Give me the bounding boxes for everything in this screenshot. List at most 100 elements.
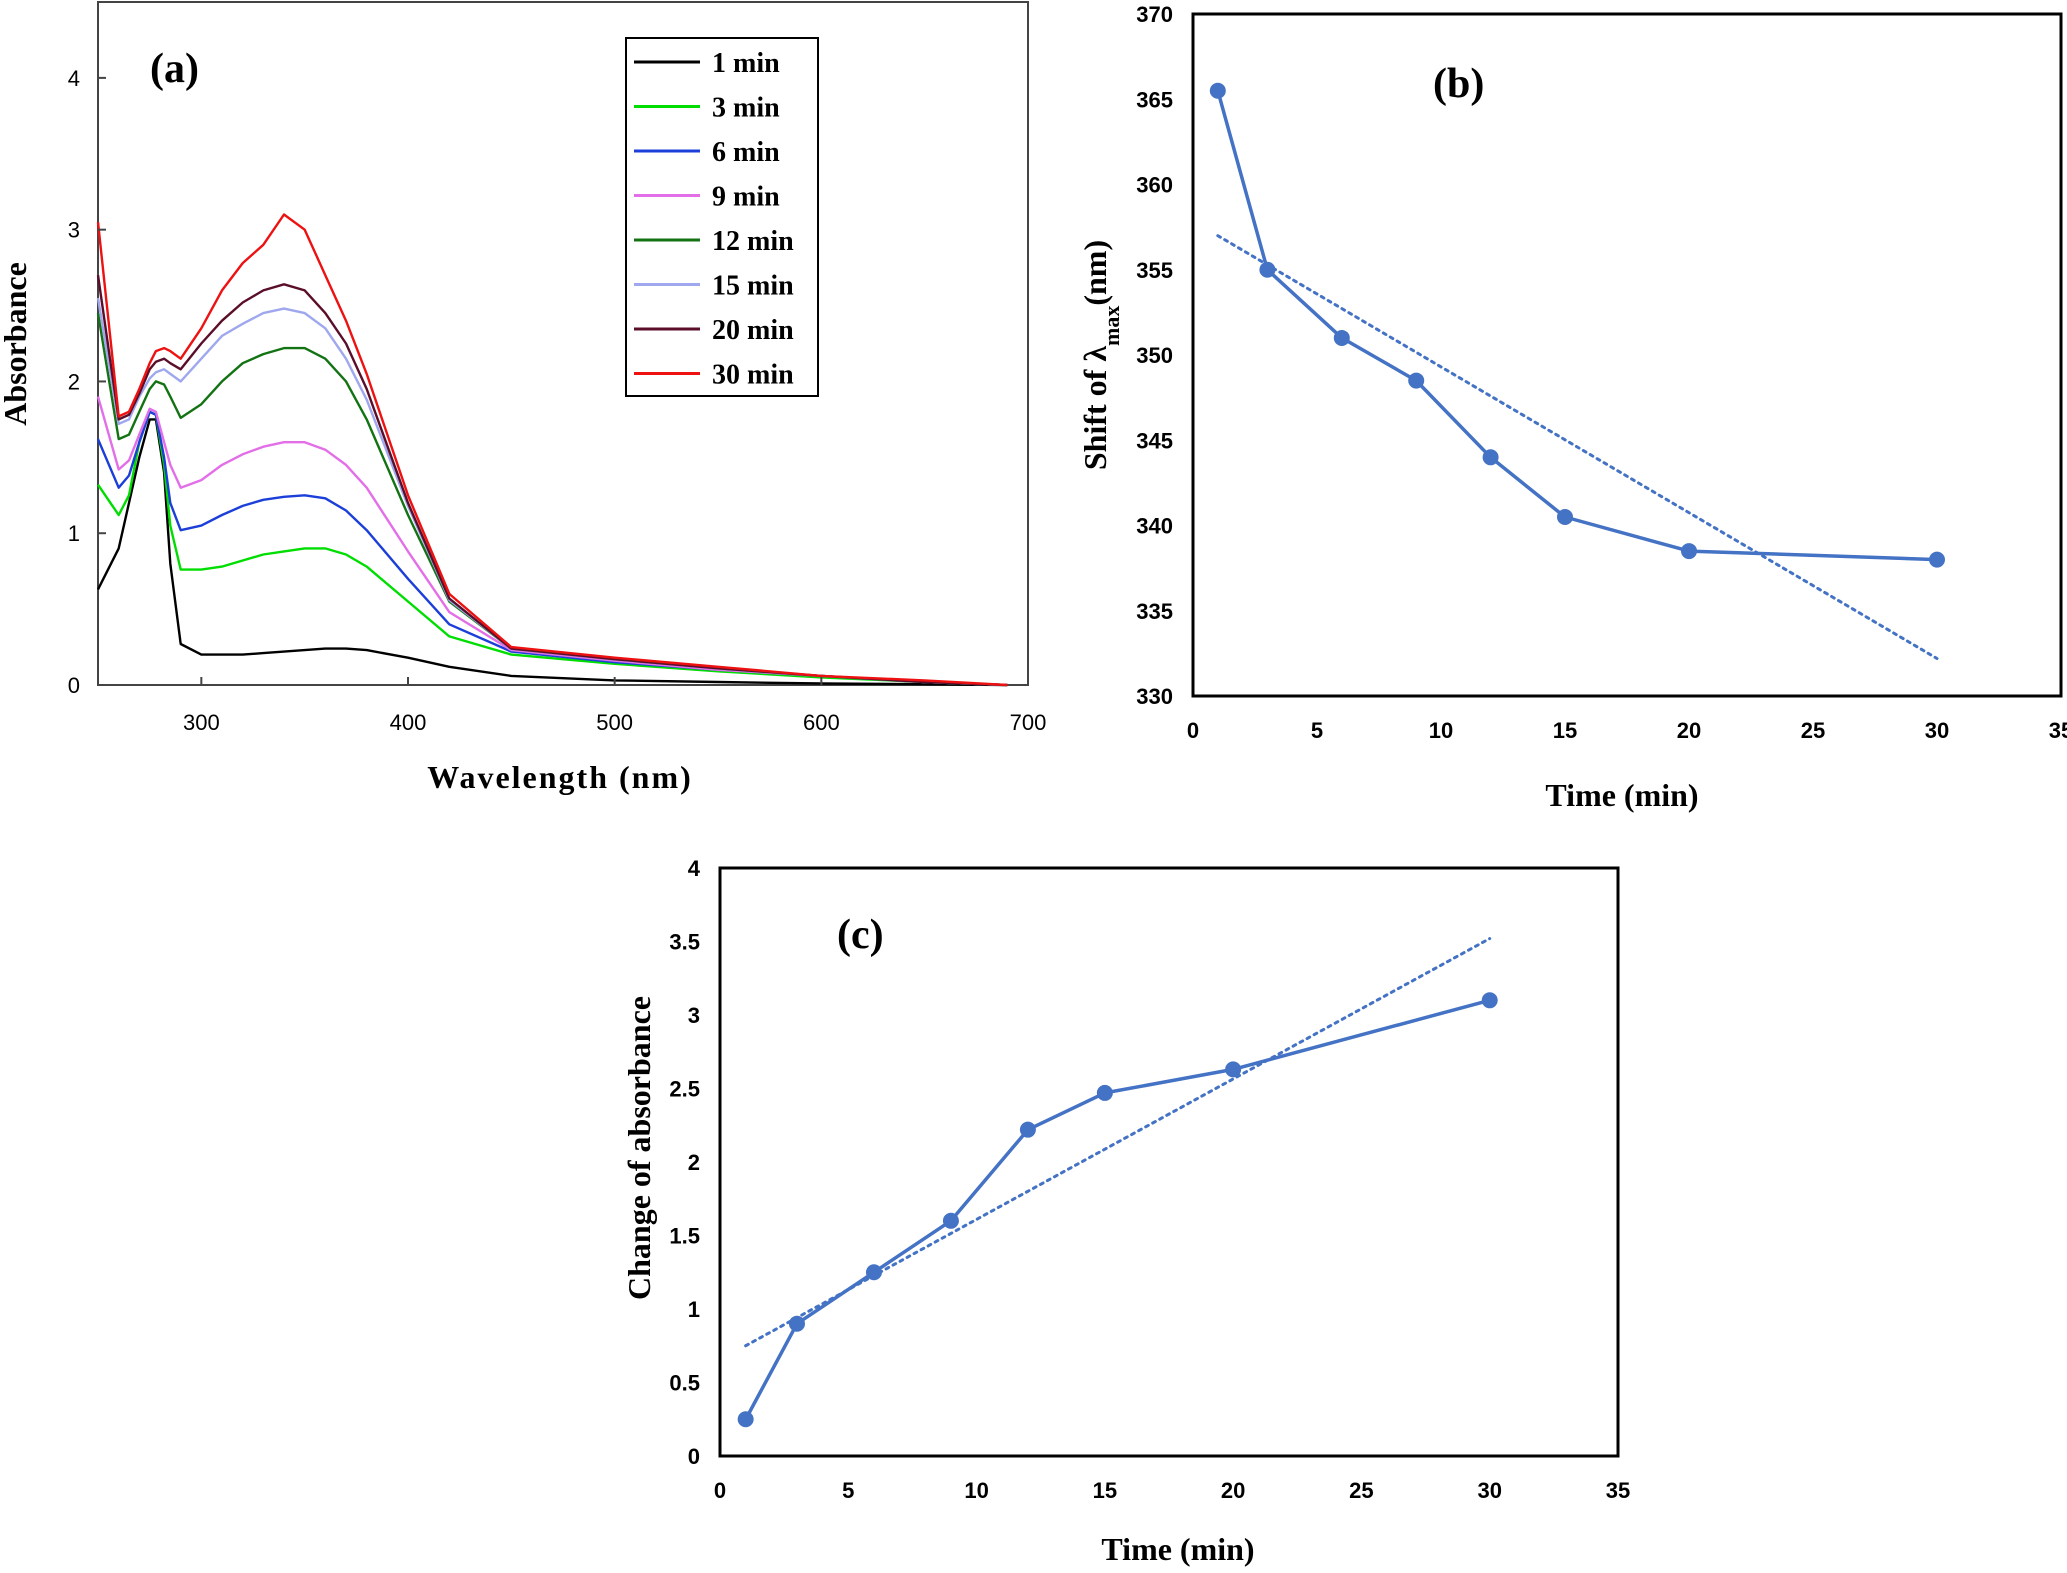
chart-b-y-tick-label: 335 <box>1136 599 1173 624</box>
chart-a-legend-label: 1 min <box>712 48 780 79</box>
chart-b-x-tick-label: 10 <box>1429 718 1453 743</box>
chart-a-x-tick-label: 700 <box>1010 710 1047 735</box>
chart-b-data-point <box>1209 82 1226 99</box>
chart-a-y-tick-label: 2 <box>68 369 80 394</box>
chart-a-legend-box <box>625 37 819 397</box>
chart-c-y-tick-label: 2.5 <box>669 1077 700 1102</box>
chart-c-data-point <box>942 1212 959 1229</box>
chart-c-y-tick-label: 2 <box>688 1150 700 1175</box>
chart-b-x-tick-label: 5 <box>1311 718 1323 743</box>
chart-b-y-axis-label: Shift of λmax(nm) <box>1077 240 1124 470</box>
chart-c-y-tick-label: 1 <box>688 1297 700 1322</box>
chart-a-series-line-3 <box>96 396 1008 687</box>
chart-c-data-point <box>1019 1121 1036 1138</box>
chart-b-x-tick-label: 0 <box>1187 718 1199 743</box>
chart-a-legend-label: 9 min <box>712 182 780 213</box>
chart-b-data-point <box>1929 551 1945 568</box>
chart-c-x-tick-label: 25 <box>1349 1478 1373 1503</box>
chart-b-y-tick-label: 370 <box>1136 2 1173 27</box>
chart-a-series-line-0 <box>96 418 1008 687</box>
chart-b-y-axis-label-unit: (nm) <box>1077 240 1113 306</box>
chart-a-legend-label: 6 min <box>712 137 780 168</box>
chart-c-y-tick-label: 1.5 <box>669 1224 700 1249</box>
chart-a-series-line-1 <box>97 410 1008 687</box>
chart-a-series-line-6 <box>96 275 1008 687</box>
chart-a-panel-label: (a) <box>150 46 199 92</box>
chart-a-series-line-7 <box>96 213 1008 687</box>
chart-a-x-tick-label: 400 <box>390 710 427 735</box>
chart-a-legend-label: 3 min <box>712 93 780 124</box>
chart-b-data-point <box>1333 329 1350 346</box>
chart-c-y-tick-label: 4 <box>688 856 701 881</box>
chart-c-y-tick-label: 3 <box>688 1003 700 1028</box>
chart-c-data-point <box>788 1315 805 1332</box>
chart-a-plot-frame <box>97 1 1029 686</box>
chart-c-x-tick-label: 0 <box>714 1478 726 1503</box>
chart-c-x-tick-label: 30 <box>1477 1478 1501 1503</box>
chart-c-data-point <box>1481 992 1498 1009</box>
chart-c-x-tick-label: 10 <box>964 1478 988 1503</box>
chart-b-data-point <box>1681 543 1697 560</box>
chart-a-y-axis-label: Absorbance <box>0 262 33 426</box>
chart-b-data-point <box>1557 508 1573 525</box>
chart-c-data-point <box>1225 1061 1242 1078</box>
chart-b-plot-frame <box>1191 12 2063 698</box>
chart-a-y-tick-label: 3 <box>68 218 80 243</box>
chart-c-y-axis-label: Change of absorbance <box>621 996 657 1300</box>
chart-b-y-tick-label: 355 <box>1136 258 1173 283</box>
chart-b-series-line <box>1216 90 1938 562</box>
chart-b-x-tick-label: 15 <box>1553 718 1577 743</box>
chart-c-data-point <box>865 1264 882 1281</box>
chart-a-y-tick-label: 1 <box>68 521 80 546</box>
chart-c-y-tick-label: 0.5 <box>669 1371 700 1396</box>
chart-a: 300 400 500 600 700 0 1 2 3 4 (a) Wavelength (nm… <box>0 1 1047 795</box>
chart-b: 0 5 10 15 20 25 30 35 330 335 340 345 350 355 360 365 3… <box>1077 2 2067 813</box>
chart-c-plot-frame <box>718 866 1620 1458</box>
chart-b-data-point <box>1408 372 1425 389</box>
chart-a-legend-label: 15 min <box>712 271 794 302</box>
chart-b-data-point <box>1482 449 1499 466</box>
chart-b-x-tick-label: 25 <box>1801 718 1825 743</box>
chart-c-data-point <box>1096 1084 1113 1101</box>
chart-a-x-tick-label: 300 <box>183 710 220 735</box>
chart-b-y-tick-label: 330 <box>1136 684 1173 709</box>
chart-a-y-tick-label: 0 <box>68 673 80 698</box>
chart-b-y-tick-label: 340 <box>1136 514 1173 539</box>
chart-b-x-tick-label: 20 <box>1677 718 1701 743</box>
chart-a-legend-label: 30 min <box>712 360 794 391</box>
chart-b-y-axis-label-subscript: max <box>1099 306 1124 346</box>
chart-a-series-line-4 <box>96 312 1008 687</box>
chart-c-data-point <box>737 1411 754 1428</box>
chart-a-legend-label: 12 min <box>712 226 794 257</box>
chart-c-x-tick-label: 20 <box>1221 1478 1245 1503</box>
chart-b-y-tick-label: 350 <box>1136 343 1173 368</box>
chart-c-panel-label: (c) <box>837 912 884 958</box>
chart-b-x-tick-label: 30 <box>1925 718 1949 743</box>
chart-c-x-tick-label: 15 <box>1093 1478 1117 1503</box>
chart-b-x-axis-label: Time (min) <box>1545 777 1698 813</box>
chart-a-x-tick-label: 600 <box>803 710 840 735</box>
chart-c-trendline <box>744 937 1492 1348</box>
chart-b-y-tick-label: 345 <box>1136 428 1173 453</box>
chart-c-x-tick-label: 5 <box>842 1478 854 1503</box>
chart-a-legend-label: 20 min <box>712 315 794 346</box>
chart-b-x-tick-label: 35 <box>2049 718 2067 743</box>
chart-a-y-tick-label: 4 <box>68 66 80 91</box>
chart-c-x-tick-label: 35 <box>1606 1478 1630 1503</box>
chart-b-trendline <box>1216 234 1939 660</box>
chart-a-x-tick-label: 500 <box>596 710 633 735</box>
chart-a-series-line-2 <box>96 410 1008 687</box>
chart-b-panel-label: (b) <box>1433 61 1484 107</box>
chart-a-series-line-5 <box>96 297 1008 687</box>
chart-c-y-tick-label: 0 <box>688 1444 700 1469</box>
chart-c: 0 5 10 15 20 25 30 35 0 0.5 1 1.5 2 2.5 3 3.5 4 (c) Tim… <box>621 856 1630 1567</box>
chart-c-y-tick-label: 3.5 <box>669 930 700 955</box>
chart-c-x-axis-label: Time (min) <box>1101 1531 1254 1567</box>
chart-a-x-axis-label: Wavelength (nm) <box>427 759 693 795</box>
chart-c-series-line <box>744 998 1491 1421</box>
chart-a-legend: 1 min 3 min 6 min 9 min 12 min 15 min 20 min 30… <box>625 37 819 397</box>
chart-b-data-point <box>1259 261 1276 278</box>
chart-b-y-tick-label: 365 <box>1136 87 1173 112</box>
chart-b-y-tick-label: 360 <box>1136 173 1173 198</box>
